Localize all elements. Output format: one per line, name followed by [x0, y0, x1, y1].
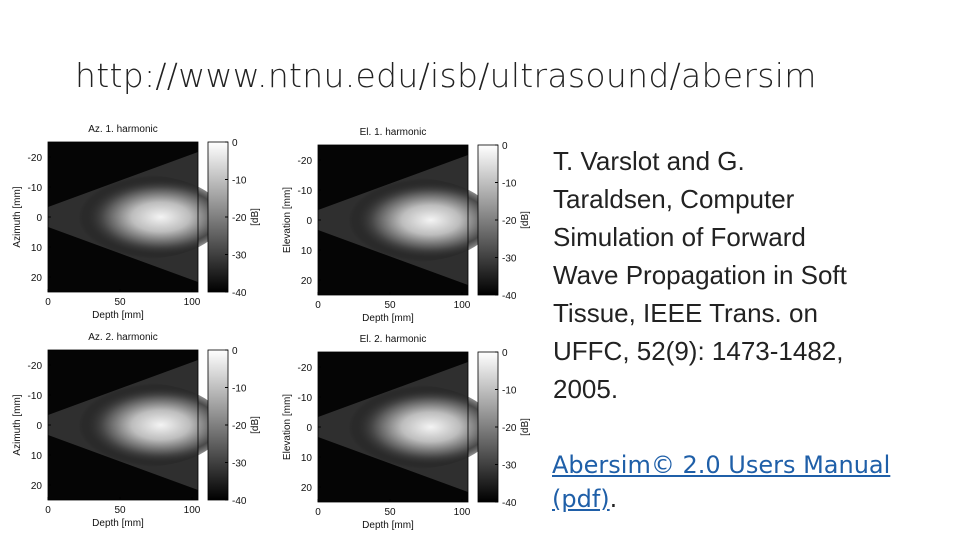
y-axis-label: Elevation [mm]	[282, 187, 293, 253]
citation-line: Tissue, IEEE Trans. on	[553, 298, 818, 328]
colorbar-tick-label: 0	[502, 141, 508, 152]
y-tick-label: 10	[31, 243, 43, 254]
slide-title: http://www.ntnu.edu/isb/ultrasound/abers…	[75, 56, 817, 95]
colorbar-tick-label: 0	[502, 348, 508, 359]
x-tick-label: 50	[384, 300, 396, 311]
x-tick-label: 0	[45, 297, 51, 308]
y-tick-label: -10	[298, 186, 313, 197]
colorbar-tick-label: -20	[232, 213, 247, 224]
x-tick-label: 0	[315, 507, 321, 518]
x-tick-label: 0	[45, 505, 51, 516]
colorbar-tick-label: -30	[502, 461, 517, 472]
x-tick-label: 50	[114, 505, 126, 516]
citation-line: Simulation of Forward	[553, 222, 806, 252]
colorbar-tick-label: -40	[502, 291, 517, 302]
manual-link[interactable]: Abersim© 2.0 Users Manual (pdf)	[552, 451, 891, 513]
y-tick-label: 20	[301, 276, 313, 287]
colorbar-tick-label: -20	[232, 421, 247, 432]
x-axis-label: Depth [mm]	[92, 310, 144, 321]
y-tick-label: 10	[301, 246, 313, 257]
x-tick-label: 100	[184, 505, 201, 516]
colorbar-tick-label: -40	[232, 288, 247, 299]
y-tick-label: -20	[298, 363, 313, 374]
citation-line: T. Varslot and G.	[553, 146, 745, 176]
colorbar-label: [dB]	[520, 418, 531, 436]
y-tick-label: 0	[306, 423, 312, 434]
colorbar-tick-label: -20	[502, 216, 517, 227]
beam-focus	[328, 178, 494, 262]
colorbar-label: [dB]	[520, 211, 531, 229]
colorbar-tick-label: -30	[232, 251, 247, 262]
beam-focus	[328, 385, 494, 469]
y-axis-label: Elevation [mm]	[282, 394, 293, 460]
colorbar-tick-label: -10	[502, 386, 517, 397]
y-tick-label: -10	[28, 183, 43, 194]
y-tick-label: -20	[298, 156, 313, 167]
link-block: Abersim© 2.0 Users Manual (pdf).	[552, 448, 937, 516]
link-suffix: .	[609, 485, 618, 513]
x-axis-label: Depth [mm]	[362, 520, 414, 531]
y-tick-label: 20	[31, 481, 43, 492]
colorbar-tick-label: 0	[232, 346, 238, 357]
y-axis-label: Azimuth [mm]	[12, 186, 23, 247]
x-tick-label: 100	[184, 297, 201, 308]
colorbar-tick-label: -10	[502, 179, 517, 190]
colorbar-tick-label: -40	[502, 498, 517, 509]
x-tick-label: 50	[384, 507, 396, 518]
panel-title: Az. 1. harmonic	[88, 124, 157, 135]
x-tick-label: 100	[454, 300, 471, 311]
colorbar-tick-label: 0	[232, 138, 238, 149]
beam-focus	[58, 383, 224, 467]
colorbar-tick-label: -30	[502, 254, 517, 265]
y-axis-label: Azimuth [mm]	[12, 394, 23, 455]
colorbar-tick-label: -10	[232, 384, 247, 395]
colorbar-tick-label: -20	[502, 423, 517, 434]
y-tick-label: 20	[31, 273, 43, 284]
panel-title: El. 1. harmonic	[360, 127, 427, 138]
citation-line: Taraldsen, Computer	[553, 184, 795, 214]
y-tick-label: -20	[28, 361, 43, 372]
y-tick-label: 0	[36, 421, 42, 432]
colorbar-tick-label: -30	[232, 459, 247, 470]
y-tick-label: 0	[306, 216, 312, 227]
beam-focus	[58, 175, 224, 259]
y-tick-label: 10	[301, 453, 313, 464]
y-tick-label: -20	[28, 153, 43, 164]
x-axis-label: Depth [mm]	[92, 518, 144, 529]
colorbar-tick-label: -10	[232, 176, 247, 187]
panel-title: El. 2. harmonic	[360, 334, 427, 345]
panel-title: Az. 2. harmonic	[88, 332, 157, 343]
citation-line: UFFC, 52(9): 1473-1482,	[553, 336, 844, 366]
x-tick-label: 50	[114, 297, 126, 308]
colorbar-label: [dB]	[250, 416, 261, 434]
y-tick-label: -10	[28, 391, 43, 402]
x-tick-label: 0	[315, 300, 321, 311]
y-tick-label: 0	[36, 213, 42, 224]
citation: T. Varslot and G. Taraldsen, Computer Simu…	[553, 142, 847, 408]
x-axis-label: Depth [mm]	[362, 313, 414, 324]
colorbar-label: [dB]	[250, 208, 261, 226]
citation-line: Wave Propagation in Soft	[553, 260, 847, 290]
colorbar-tick-label: -40	[232, 496, 247, 507]
y-tick-label: -10	[298, 393, 313, 404]
x-tick-label: 100	[454, 507, 471, 518]
y-tick-label: 20	[301, 483, 313, 494]
y-tick-label: 10	[31, 451, 43, 462]
citation-line: 2005.	[553, 374, 619, 404]
